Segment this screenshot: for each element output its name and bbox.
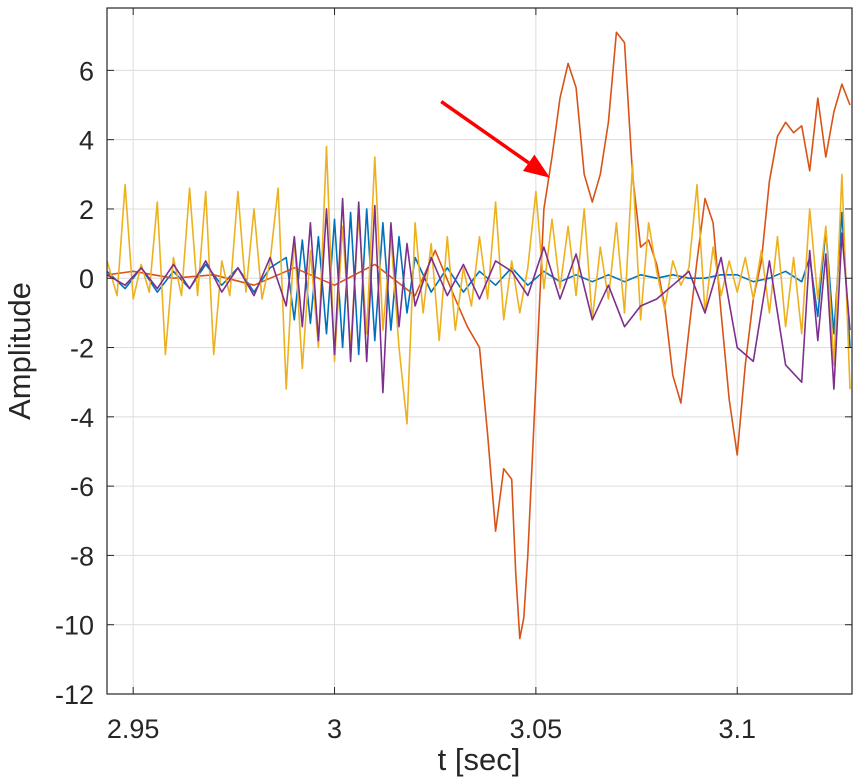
arrow-shaft [440,100,530,165]
y-axis-label: Amplitude [2,282,37,420]
y-tick-label: 4 [79,126,94,156]
series-line-1 [106,208,851,356]
tick-labels: 2.95 3 3.05 3.1 6 4 2 0 -2 -4 -6 -8 -10 -12 [55,56,756,744]
y-tick-label: -4 [70,403,94,433]
y-tick-label: -12 [55,680,94,710]
arrow-head [522,154,550,178]
series-line-3 [106,145,851,425]
y-tick-label: -2 [70,334,94,364]
series-line-2 [106,31,851,640]
x-tick-label: 3.1 [718,714,756,744]
y-tick-label: -10 [55,611,94,641]
y-tick-label: 6 [79,56,94,86]
x-tick-label: 3 [327,714,342,744]
series-line-4 [106,197,851,394]
y-tick-label: 2 [79,195,94,225]
y-tick-label: -6 [70,472,94,502]
axes [106,7,853,695]
axes-box [106,7,853,695]
y-tick-label: 0 [79,264,94,294]
y-tick-label: -8 [70,541,94,571]
x-axis-label: t [sec] [438,742,521,777]
series-lines [106,31,851,640]
annotation-arrow [440,100,550,178]
x-tick-label: 3.05 [510,714,563,744]
x-tick-label: 2.95 [107,714,160,744]
